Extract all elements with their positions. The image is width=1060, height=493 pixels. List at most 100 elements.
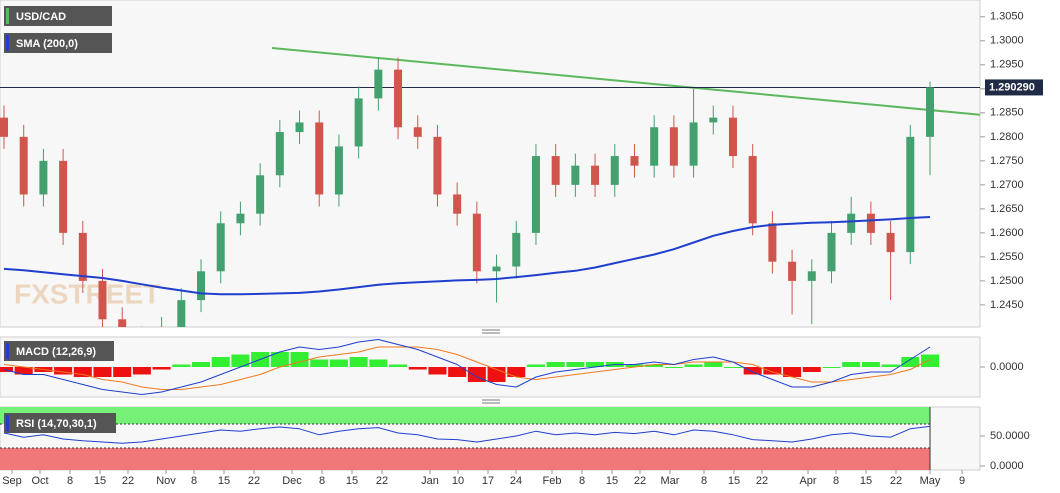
macd-tag[interactable] (4, 341, 114, 361)
y-tick-label: 1.2800 (990, 131, 1024, 143)
candle-body (768, 223, 777, 262)
y-tick-label: 0.0000 (990, 460, 1024, 472)
x-tick-label: 8 (191, 475, 197, 487)
candle-body (453, 194, 462, 214)
candle-body (728, 117, 737, 157)
candle-body (19, 136, 28, 195)
candle-body (59, 160, 68, 233)
macd-histogram-bar (211, 357, 230, 367)
macd-histogram-bar (822, 367, 841, 368)
candle-body (689, 122, 698, 166)
x-tick-label: 15 (94, 475, 106, 487)
oversold-band (0, 447, 930, 470)
x-tick-label: 22 (890, 475, 902, 487)
y-tick-label: 1.2650 (990, 203, 1024, 215)
macd-histogram-bar (389, 364, 408, 367)
macd-histogram-bar (901, 357, 920, 367)
x-tick-label: 10 (452, 475, 464, 487)
tag-accent (6, 415, 9, 431)
macd-histogram-bar (566, 362, 585, 367)
x-tick-label: Jan (421, 475, 439, 487)
tag-accent (6, 343, 9, 359)
y-tick-label: 1.2750 (990, 155, 1024, 167)
candle-body (275, 132, 284, 176)
macd-histogram-bar (881, 364, 900, 367)
candle-body (669, 127, 678, 166)
macd-histogram-bar (428, 367, 447, 375)
candle-body (413, 127, 422, 137)
y-tick-label: 1.3050 (990, 11, 1024, 23)
candle-body (571, 165, 580, 185)
candle-body (630, 156, 639, 166)
x-tick-label: Mar (661, 475, 680, 487)
candle-body (472, 213, 481, 272)
candle-body (906, 136, 915, 253)
x-tick-label: May (920, 475, 941, 487)
candle-body (709, 117, 718, 123)
macd-histogram-bar (408, 367, 427, 370)
macd-histogram-bar (310, 359, 329, 367)
macd-histogram-bar (93, 367, 112, 377)
macd-histogram-bar (329, 359, 348, 367)
macd-histogram-bar (723, 367, 742, 368)
last-price-label: 1.290290 (989, 81, 1035, 93)
macd-histogram-bar (842, 362, 861, 367)
candle-body (610, 156, 619, 185)
x-tick-label: 9 (959, 475, 965, 487)
x-tick-label: 15 (728, 475, 740, 487)
candle-body (177, 300, 186, 327)
x-tick-label: 15 (860, 475, 872, 487)
rsi-label: RSI (14,70,30,1) (16, 418, 97, 430)
sma-label: SMA (200,0) (16, 38, 78, 50)
macd-histogram-bar (743, 367, 762, 375)
candle-body (394, 69, 403, 128)
candle-body (492, 266, 501, 272)
macd-histogram-bar (0, 367, 13, 372)
macd-histogram-bar (113, 367, 132, 377)
candle-body (118, 319, 127, 327)
sma-line (3, 216, 931, 296)
symbol-tag[interactable] (4, 6, 112, 26)
x-tick-label: 15 (218, 475, 230, 487)
candle-body (433, 136, 442, 195)
macd-histogram-bar (369, 359, 388, 367)
macd-histogram-bar (861, 362, 880, 367)
x-tick-label: 15 (606, 475, 618, 487)
y-tick-label: 50.0000 (990, 430, 1030, 442)
macd-histogram-bar (704, 362, 723, 367)
candle-body (236, 213, 245, 224)
candle-body (354, 98, 363, 147)
macd-histogram-bar (270, 352, 289, 367)
macd-histogram-bar (192, 362, 211, 367)
candle-body (886, 232, 895, 253)
x-tick-label: 22 (376, 475, 388, 487)
panel-handle[interactable] (482, 329, 500, 334)
candle-body (0, 117, 8, 137)
candle-body (827, 232, 836, 272)
candle-body (748, 156, 757, 224)
candle-body (374, 69, 383, 99)
sma-tag[interactable] (4, 33, 112, 53)
last-price-box (985, 79, 1043, 96)
x-tick-label: Feb (543, 475, 562, 487)
panel-handle[interactable] (482, 399, 500, 404)
y-tick-label: 1.2850 (990, 107, 1024, 119)
x-tick-label: Dec (282, 475, 302, 487)
x-tick-label: 8 (833, 475, 839, 487)
candle-body (295, 122, 304, 133)
x-tick-label: 22 (248, 475, 260, 487)
candle-body (531, 156, 540, 233)
candle-body (315, 122, 324, 195)
macd-histogram-bar (664, 367, 683, 368)
macd-label: MACD (12,26,9) (16, 346, 96, 358)
symbol-label: USD/CAD (16, 11, 66, 23)
candle-body (256, 175, 265, 214)
candle-body (551, 156, 560, 185)
x-tick-label: 22 (634, 475, 646, 487)
rsi-tag[interactable] (4, 413, 116, 433)
macd-histogram-bar (152, 367, 171, 370)
macd-histogram-bar (645, 364, 664, 367)
macd-histogram-bar (290, 352, 309, 367)
y-tick-label: 1.2700 (990, 179, 1024, 191)
